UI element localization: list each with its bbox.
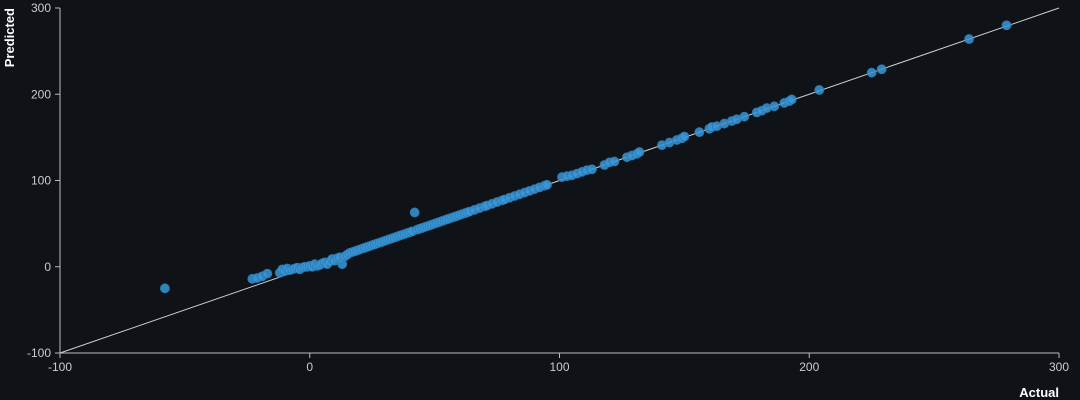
y-tick-label: 300	[31, 1, 51, 15]
y-ticks: -100 0 100 200 300	[27, 1, 60, 360]
data-point	[866, 67, 877, 78]
y-tick-label: 200	[31, 87, 51, 101]
data-point	[609, 156, 620, 167]
data-point	[964, 34, 974, 44]
y-tick-label: -100	[27, 346, 51, 360]
x-axis-title: Actual	[1019, 385, 1059, 400]
data-point	[159, 283, 170, 294]
x-ticks: -100 0 100 200 300	[48, 353, 1069, 374]
data-point	[876, 64, 887, 75]
x-tick-label: -100	[48, 360, 72, 374]
data-point	[786, 94, 797, 105]
data-point	[769, 101, 780, 112]
data-point	[814, 85, 825, 95]
data-point	[542, 179, 552, 190]
x-tick-label: 200	[799, 360, 819, 374]
data-point	[739, 111, 750, 122]
data-point	[634, 147, 645, 157]
x-tick-label: 0	[306, 360, 313, 374]
x-tick-label: 300	[1049, 360, 1069, 374]
data-point	[409, 207, 420, 218]
data-point	[694, 127, 705, 138]
x-tick-label: 100	[549, 360, 569, 374]
data-point	[679, 131, 690, 142]
y-tick-label: 0	[44, 260, 51, 274]
y-tick-label: 100	[31, 174, 51, 188]
data-point	[587, 164, 597, 175]
y-axis-title: Predicted	[2, 8, 17, 67]
data-point	[1001, 20, 1012, 31]
data-point	[262, 268, 273, 279]
data-points	[159, 20, 1012, 294]
